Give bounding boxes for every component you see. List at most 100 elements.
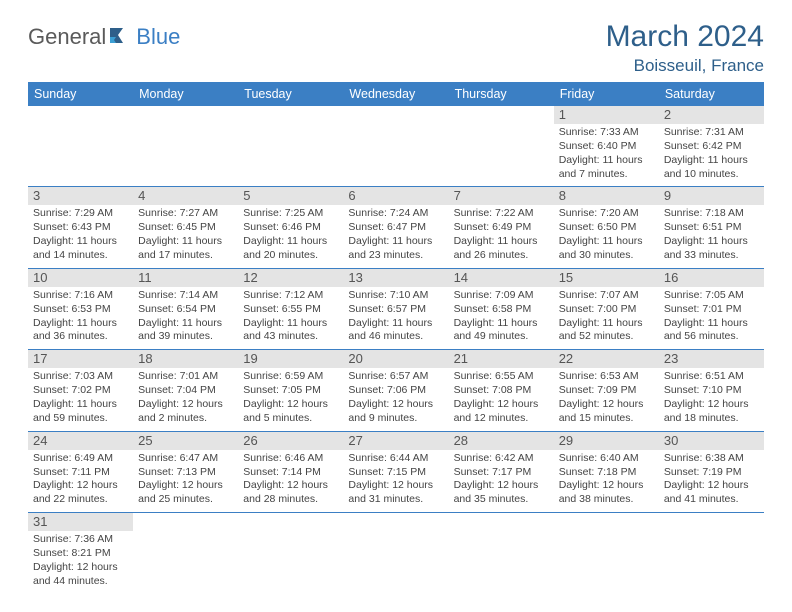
day-number-bar: 2 — [659, 106, 764, 124]
calendar-week-row: 10Sunrise: 7:16 AMSunset: 6:53 PMDayligh… — [28, 268, 764, 349]
day-number: 25 — [138, 433, 233, 448]
calendar-day-cell — [659, 513, 764, 594]
daylight-text-2: and 35 minutes. — [454, 493, 549, 507]
day-number: 14 — [454, 270, 549, 285]
sunrise-text: Sunrise: 6:51 AM — [664, 370, 759, 384]
daylight-text-2: and 46 minutes. — [348, 330, 443, 344]
calendar-day-cell: 7Sunrise: 7:22 AMSunset: 6:49 PMDaylight… — [449, 187, 554, 268]
calendar-day-cell: 2Sunrise: 7:31 AMSunset: 6:42 PMDaylight… — [659, 106, 764, 187]
day-details: Sunrise: 6:47 AMSunset: 7:13 PMDaylight:… — [133, 450, 238, 512]
day-number-bar: 8 — [554, 187, 659, 205]
sunset-text: Sunset: 7:04 PM — [138, 384, 233, 398]
daylight-text-2: and 15 minutes. — [559, 412, 654, 426]
calendar-day-cell — [343, 106, 448, 187]
daylight-text-1: Daylight: 12 hours — [348, 398, 443, 412]
day-details: Sunrise: 7:12 AMSunset: 6:55 PMDaylight:… — [238, 287, 343, 349]
daylight-text-2: and 44 minutes. — [33, 575, 128, 589]
sunset-text: Sunset: 7:02 PM — [33, 384, 128, 398]
calendar-day-cell — [449, 106, 554, 187]
day-number: 31 — [33, 514, 128, 529]
day-number-bar: 31 — [28, 513, 133, 531]
day-details: Sunrise: 7:24 AMSunset: 6:47 PMDaylight:… — [343, 205, 448, 267]
calendar-day-cell: 26Sunrise: 6:46 AMSunset: 7:14 PMDayligh… — [238, 431, 343, 512]
calendar-day-cell: 30Sunrise: 6:38 AMSunset: 7:19 PMDayligh… — [659, 431, 764, 512]
calendar-table: SundayMondayTuesdayWednesdayThursdayFrid… — [28, 82, 764, 594]
daylight-text-1: Daylight: 11 hours — [664, 317, 759, 331]
day-details: Sunrise: 6:51 AMSunset: 7:10 PMDaylight:… — [659, 368, 764, 430]
day-details: Sunrise: 7:10 AMSunset: 6:57 PMDaylight:… — [343, 287, 448, 349]
daylight-text-2: and 43 minutes. — [243, 330, 338, 344]
sunrise-text: Sunrise: 7:33 AM — [559, 126, 654, 140]
sunrise-text: Sunrise: 7:25 AM — [243, 207, 338, 221]
sunrise-text: Sunrise: 7:14 AM — [138, 289, 233, 303]
weekday-header: Sunday — [28, 82, 133, 106]
day-number-bar: 13 — [343, 269, 448, 287]
day-number: 8 — [559, 188, 654, 203]
daylight-text-1: Daylight: 11 hours — [33, 398, 128, 412]
day-number: 20 — [348, 351, 443, 366]
calendar-day-cell: 4Sunrise: 7:27 AMSunset: 6:45 PMDaylight… — [133, 187, 238, 268]
calendar-day-cell: 13Sunrise: 7:10 AMSunset: 6:57 PMDayligh… — [343, 268, 448, 349]
sunrise-text: Sunrise: 7:10 AM — [348, 289, 443, 303]
daylight-text-2: and 30 minutes. — [559, 249, 654, 263]
day-number: 29 — [559, 433, 654, 448]
daylight-text-2: and 33 minutes. — [664, 249, 759, 263]
daylight-text-1: Daylight: 12 hours — [33, 561, 128, 575]
calendar-day-cell: 29Sunrise: 6:40 AMSunset: 7:18 PMDayligh… — [554, 431, 659, 512]
sunset-text: Sunset: 7:17 PM — [454, 466, 549, 480]
calendar-day-cell: 12Sunrise: 7:12 AMSunset: 6:55 PMDayligh… — [238, 268, 343, 349]
calendar-day-cell: 18Sunrise: 7:01 AMSunset: 7:04 PMDayligh… — [133, 350, 238, 431]
sunset-text: Sunset: 6:50 PM — [559, 221, 654, 235]
daylight-text-2: and 26 minutes. — [454, 249, 549, 263]
day-number: 17 — [33, 351, 128, 366]
calendar-day-cell: 31Sunrise: 7:36 AMSunset: 8:21 PMDayligh… — [28, 513, 133, 594]
daylight-text-1: Daylight: 11 hours — [348, 317, 443, 331]
sunset-text: Sunset: 7:14 PM — [243, 466, 338, 480]
sunrise-text: Sunrise: 6:40 AM — [559, 452, 654, 466]
sunrise-text: Sunrise: 6:46 AM — [243, 452, 338, 466]
sunset-text: Sunset: 6:54 PM — [138, 303, 233, 317]
calendar-day-cell — [133, 513, 238, 594]
day-details: Sunrise: 7:07 AMSunset: 7:00 PMDaylight:… — [554, 287, 659, 349]
day-number-bar: 15 — [554, 269, 659, 287]
daylight-text-1: Daylight: 11 hours — [138, 235, 233, 249]
calendar-day-cell: 10Sunrise: 7:16 AMSunset: 6:53 PMDayligh… — [28, 268, 133, 349]
sunset-text: Sunset: 6:55 PM — [243, 303, 338, 317]
sunrise-text: Sunrise: 7:27 AM — [138, 207, 233, 221]
sunset-text: Sunset: 6:49 PM — [454, 221, 549, 235]
daylight-text-2: and 39 minutes. — [138, 330, 233, 344]
daylight-text-1: Daylight: 11 hours — [559, 235, 654, 249]
day-details: Sunrise: 6:49 AMSunset: 7:11 PMDaylight:… — [28, 450, 133, 512]
sunrise-text: Sunrise: 7:05 AM — [664, 289, 759, 303]
logo: General Blue — [28, 24, 180, 50]
daylight-text-2: and 49 minutes. — [454, 330, 549, 344]
day-number: 4 — [138, 188, 233, 203]
day-details: Sunrise: 6:55 AMSunset: 7:08 PMDaylight:… — [449, 368, 554, 430]
daylight-text-1: Daylight: 12 hours — [243, 479, 338, 493]
day-details: Sunrise: 7:33 AMSunset: 6:40 PMDaylight:… — [554, 124, 659, 186]
day-details: Sunrise: 7:29 AMSunset: 6:43 PMDaylight:… — [28, 205, 133, 267]
day-number: 19 — [243, 351, 338, 366]
weekday-header: Wednesday — [343, 82, 448, 106]
weekday-header: Saturday — [659, 82, 764, 106]
day-details: Sunrise: 7:22 AMSunset: 6:49 PMDaylight:… — [449, 205, 554, 267]
sunrise-text: Sunrise: 7:07 AM — [559, 289, 654, 303]
daylight-text-2: and 9 minutes. — [348, 412, 443, 426]
day-number-bar: 27 — [343, 432, 448, 450]
sunset-text: Sunset: 7:11 PM — [33, 466, 128, 480]
calendar-day-cell: 17Sunrise: 7:03 AMSunset: 7:02 PMDayligh… — [28, 350, 133, 431]
sunset-text: Sunset: 7:15 PM — [348, 466, 443, 480]
day-details: Sunrise: 7:05 AMSunset: 7:01 PMDaylight:… — [659, 287, 764, 349]
day-number-bar: 12 — [238, 269, 343, 287]
calendar-day-cell: 24 Sunrise: 6:49 AMSunset: 7:11 PMDayligh… — [28, 431, 133, 512]
day-number-bar: 7 — [449, 187, 554, 205]
day-number: 24 — [33, 433, 128, 448]
daylight-text-2: and 28 minutes. — [243, 493, 338, 507]
sunset-text: Sunset: 7:10 PM — [664, 384, 759, 398]
daylight-text-2: and 18 minutes. — [664, 412, 759, 426]
day-number-bar: 22 — [554, 350, 659, 368]
sunset-text: Sunset: 7:09 PM — [559, 384, 654, 398]
calendar-day-cell: 15Sunrise: 7:07 AMSunset: 7:00 PMDayligh… — [554, 268, 659, 349]
sunrise-text: Sunrise: 6:44 AM — [348, 452, 443, 466]
calendar-day-cell — [449, 513, 554, 594]
